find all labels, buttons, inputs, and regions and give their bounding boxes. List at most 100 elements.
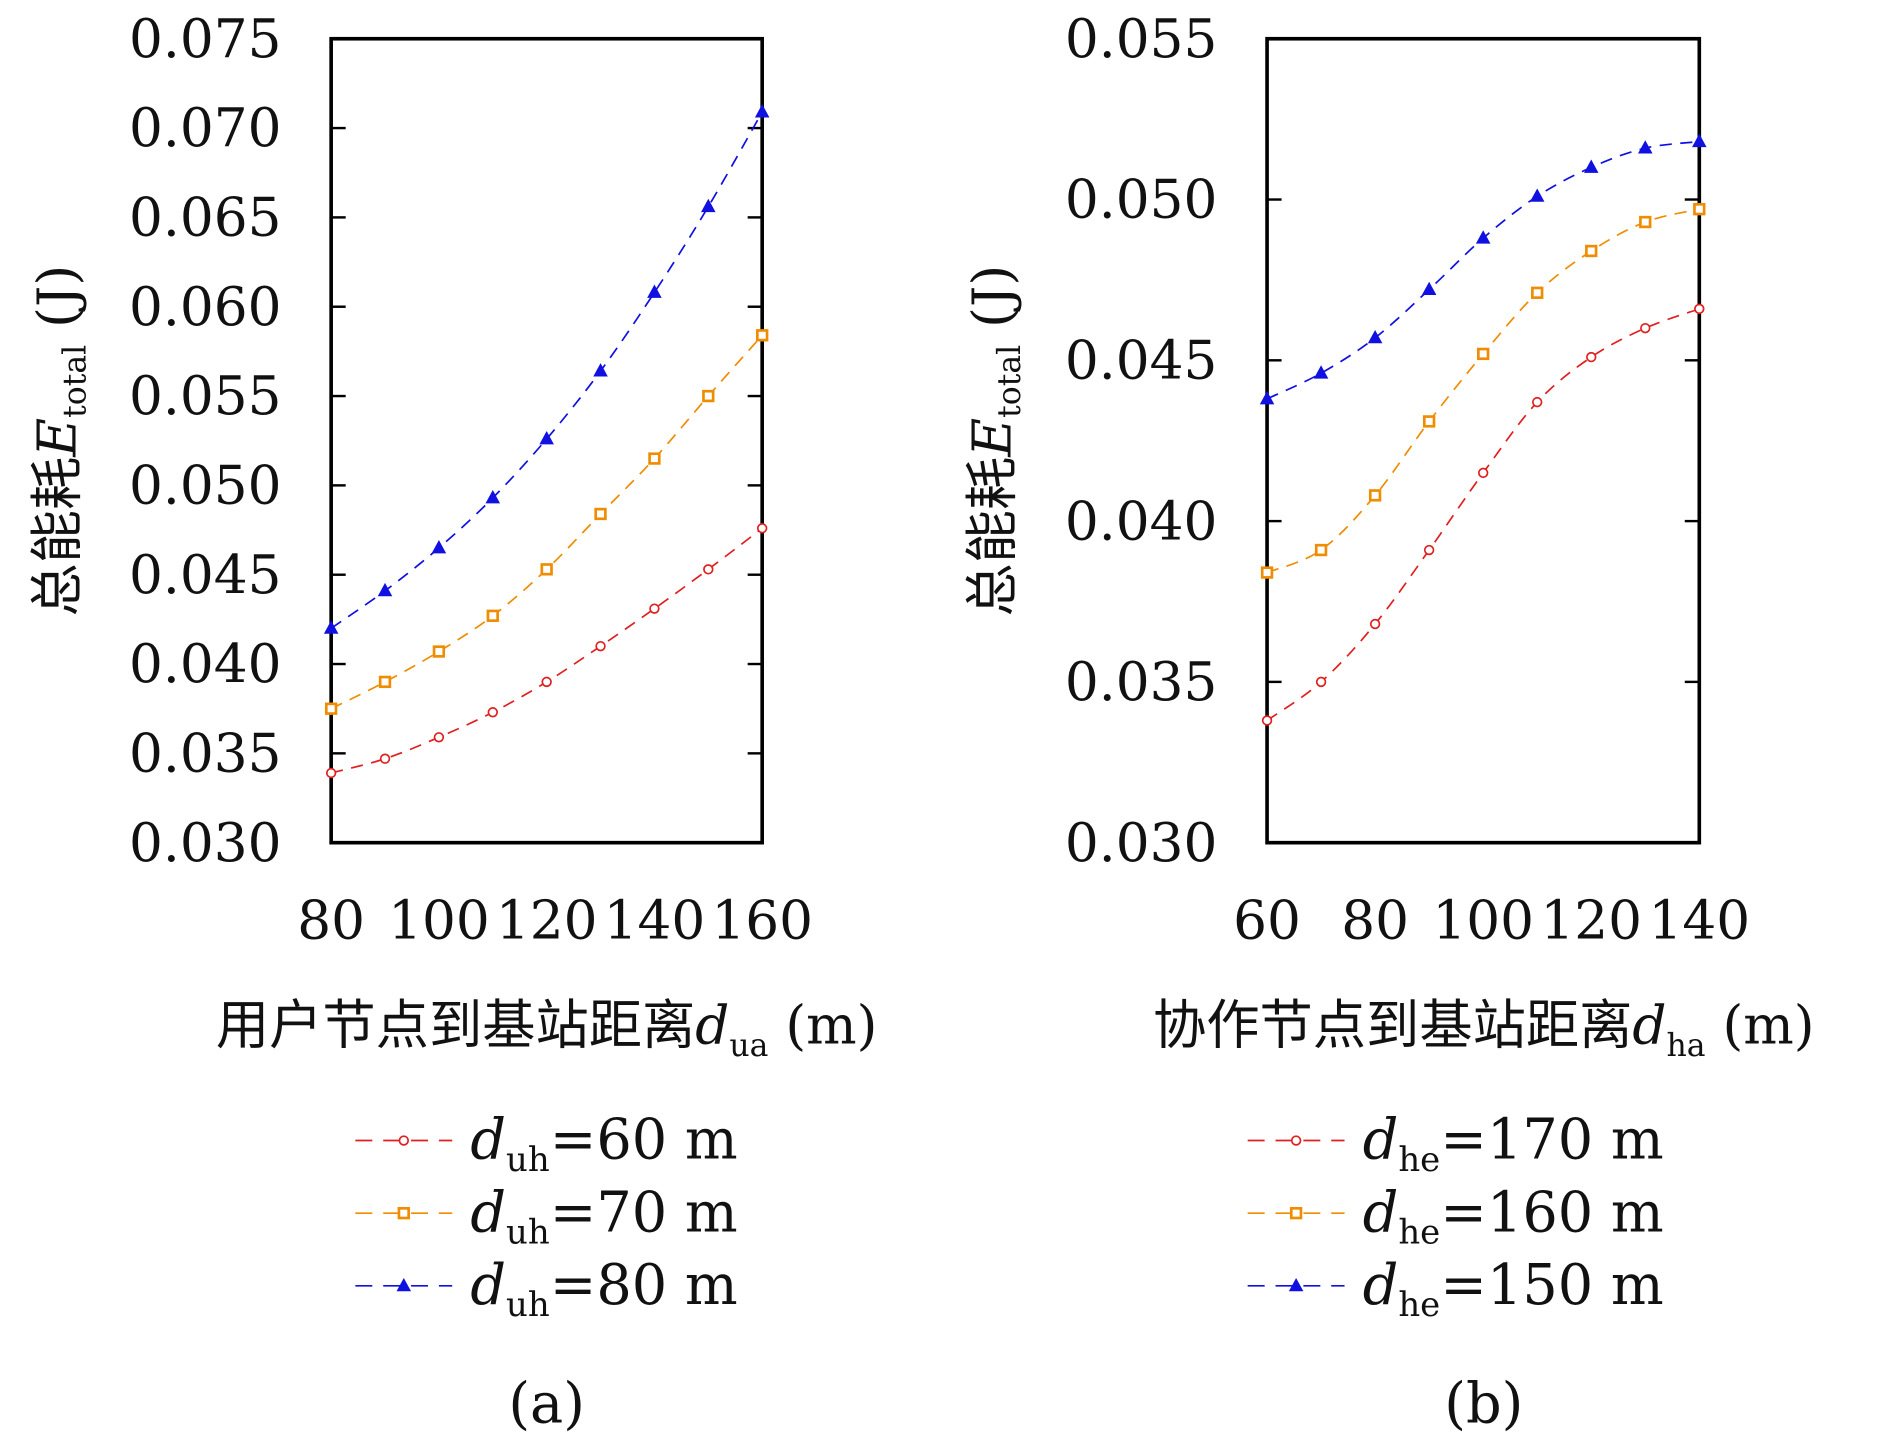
x-axis-label-sym: d	[1632, 995, 1666, 1057]
y-tick-label: 0.050	[1065, 169, 1218, 231]
legend-label-rest: =80 m	[550, 1253, 738, 1318]
subfigure-caption: (a)	[508, 1372, 585, 1437]
data-point-circle	[1640, 322, 1651, 334]
y-axis-label: 总能耗Etotal (J)	[961, 265, 1028, 617]
data-point-circle	[325, 767, 337, 779]
legend-label-rest: =160 m	[1440, 1180, 1663, 1245]
data-point-triangle	[1692, 133, 1707, 148]
data-point-square	[702, 389, 715, 403]
x-tick-label: 160	[711, 889, 813, 951]
legend-marker-circle	[398, 1135, 410, 1146]
y-axis-label-cn: 总能耗	[27, 457, 89, 617]
y-axis-label-sub: total	[992, 345, 1028, 418]
y-tick-label: 0.040	[129, 633, 282, 695]
series-line	[1266, 140, 1700, 400]
y-tick-label: 0.055	[1065, 8, 1218, 70]
data-point-circle	[703, 564, 714, 575]
legend-label-sym: d	[470, 1253, 506, 1318]
series-0	[325, 523, 768, 779]
data-point-circle	[1477, 467, 1489, 479]
data-point-circle	[1369, 618, 1381, 630]
data-point-triangle	[539, 431, 554, 445]
data-point-circle	[541, 676, 552, 688]
legend-label-sub: he	[1398, 1212, 1440, 1251]
legend-marker-square	[1289, 1206, 1303, 1220]
legend-label-sub: he	[1398, 1285, 1440, 1324]
legend-item: duh=80 m	[355, 1253, 738, 1324]
data-point-square	[648, 452, 661, 465]
y-tick-label: 0.030	[129, 812, 282, 874]
legend-label-rest: =70 m	[550, 1180, 738, 1245]
legend-item: dhe=150 m	[1247, 1253, 1664, 1324]
y-tick-label: 0.045	[1065, 329, 1218, 391]
x-axis-label-sub: ha	[1667, 1028, 1706, 1064]
y-axis-label-unit: (J)	[961, 265, 1023, 328]
legend-label-sub: uh	[506, 1212, 550, 1251]
data-point-triangle	[647, 284, 662, 298]
series-1	[1260, 203, 1706, 579]
y-tick-label: 0.055	[129, 365, 282, 427]
data-point-circle	[379, 753, 391, 764]
data-point-triangle	[1367, 329, 1383, 344]
legend-label-rest: =170 m	[1440, 1108, 1663, 1173]
data-point-square	[378, 675, 392, 689]
x-tick-label: 80	[297, 889, 365, 951]
y-axis-label-sym: E	[961, 418, 1023, 458]
legend-label-sub: uh	[506, 1140, 550, 1179]
data-point-circle	[1423, 544, 1435, 556]
legend-label: dhe=170 m	[1363, 1108, 1664, 1179]
x-tick-label: 80	[1341, 889, 1409, 951]
subfigure-caption: (b)	[1444, 1372, 1523, 1437]
y-axis-label-sym: E	[27, 418, 89, 458]
data-point-circle	[756, 523, 768, 534]
x-axis-label-sym: d	[695, 995, 729, 1057]
plot-frame	[329, 36, 764, 845]
data-point-triangle	[1583, 159, 1599, 173]
x-tick-label: 140	[604, 889, 706, 951]
x-tick-label: 100	[388, 889, 490, 951]
legend-item: dhe=170 m	[1247, 1108, 1664, 1179]
data-point-triangle	[323, 620, 339, 634]
data-point-circle	[1586, 351, 1597, 363]
series-line	[1266, 208, 1700, 574]
data-point-square	[1639, 215, 1652, 229]
legend-label-sym: d	[470, 1108, 506, 1173]
legend-label-sym: d	[1363, 1180, 1399, 1245]
data-point-square	[1314, 543, 1328, 557]
y-axis-label-unit: (J)	[27, 265, 89, 328]
data-point-circle	[595, 640, 606, 652]
y-axis-label-sub: total	[57, 345, 93, 418]
data-point-circle	[1694, 303, 1705, 315]
data-point-circle	[1315, 676, 1327, 688]
data-point-square	[1422, 415, 1436, 428]
legend-marker-circle	[1290, 1135, 1302, 1146]
plot-frame	[1265, 36, 1702, 845]
data-point-triangle	[431, 540, 447, 554]
data-point-square	[432, 645, 446, 658]
legend-marker-triangle	[1288, 1277, 1304, 1292]
legend-label-rest: =60 m	[550, 1108, 738, 1173]
y-tick-label: 0.050	[129, 455, 282, 517]
data-point-triangle	[1529, 188, 1545, 202]
data-point-square	[486, 609, 499, 622]
series-1	[324, 329, 769, 715]
legend-label-sym: d	[1363, 1108, 1399, 1173]
y-tick-label: 0.035	[1065, 651, 1218, 713]
x-tick-label: 140	[1648, 889, 1750, 951]
data-point-circle	[649, 603, 660, 614]
y-tick-label: 0.030	[1065, 812, 1218, 874]
legend-label: duh=70 m	[470, 1180, 737, 1251]
legend-label: dhe=150 m	[1363, 1253, 1664, 1324]
legend-marker-square	[397, 1206, 410, 1220]
data-point-square	[1531, 286, 1544, 299]
y-axis-label: 总能耗Etotal (J)	[27, 265, 94, 617]
x-axis-label: 协作节点到基站距离dha (m)	[1153, 995, 1815, 1064]
y-tick-label: 0.065	[129, 187, 282, 249]
data-point-square	[594, 507, 607, 521]
data-point-square	[1693, 203, 1706, 216]
series-2	[1259, 133, 1707, 405]
series-line	[1266, 308, 1700, 722]
legend-label-sym: d	[470, 1180, 506, 1245]
y-tick-label: 0.060	[129, 276, 282, 338]
legend-label-sym: d	[1363, 1253, 1399, 1318]
